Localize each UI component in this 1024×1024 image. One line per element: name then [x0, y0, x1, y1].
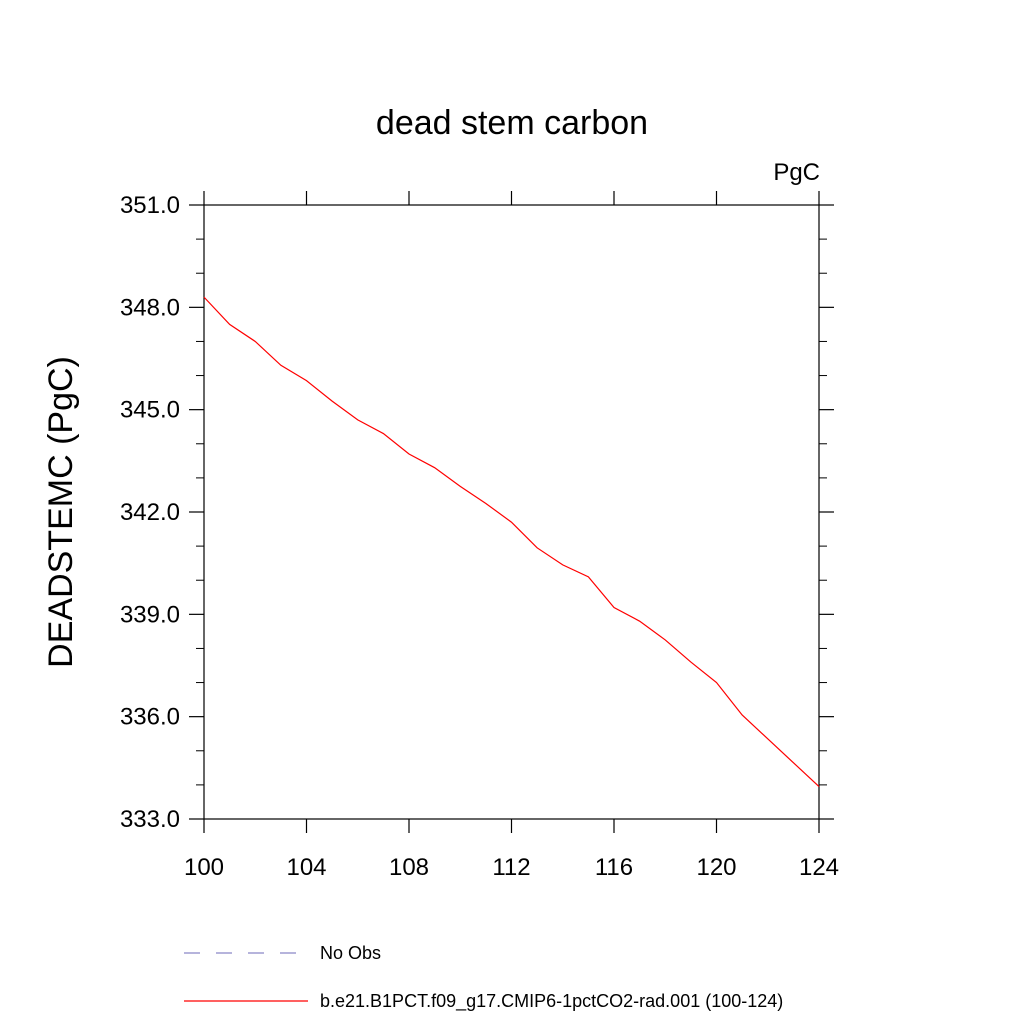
legend-label-no-obs: No Obs [320, 943, 381, 963]
data-point [537, 547, 538, 548]
y-tick-labels: 333.0 336.0 339.0 342.0 345.0 348.0 351.0 [120, 192, 180, 833]
data-point [511, 522, 512, 523]
series-line [203, 296, 820, 788]
legend-label-series: b.e21.B1PCT.f09_g17.CMIP6-1pctCO2-rad.00… [320, 991, 783, 1012]
data-point [229, 324, 230, 325]
x-tick-label: 104 [286, 854, 326, 881]
data-point [203, 297, 204, 298]
data-point [562, 564, 563, 565]
data-point [613, 607, 614, 608]
data-point [818, 786, 819, 787]
y-tick-label: 339.0 [120, 601, 180, 628]
data-point [742, 714, 743, 715]
data-point [460, 486, 461, 487]
data-point [383, 433, 384, 434]
x-tick-label: 112 [492, 854, 530, 881]
data-point [690, 661, 691, 662]
y-tick-label: 336.0 [120, 704, 180, 731]
data-point [767, 738, 768, 739]
y-tick-label: 351.0 [120, 192, 180, 219]
x-tick-label: 124 [799, 854, 839, 881]
data-point [280, 365, 281, 366]
series-lines [203, 296, 820, 788]
data-point [716, 682, 717, 683]
plot-frame [203, 204, 820, 820]
data-point [665, 639, 666, 640]
data-point [485, 503, 486, 504]
x-tick-label: 108 [389, 854, 429, 881]
data-point [306, 380, 307, 381]
x-tick-labels: 100 104 108 112 116 120 124 [184, 854, 839, 881]
data-point [588, 576, 589, 577]
y-tick-label: 333.0 [120, 806, 180, 833]
x-tick-label: 100 [184, 854, 224, 881]
legend: No Obs b.e21.B1PCT.f09_g17.CMIP6-1pctCO2… [184, 943, 783, 1012]
y-tick-label: 348.0 [120, 294, 180, 321]
data-point [793, 762, 794, 763]
data-point [357, 419, 358, 420]
y-tick-label: 345.0 [120, 397, 180, 424]
y-axis-label: DEADSTEMC (PgC) [42, 356, 80, 668]
data-point [408, 453, 409, 454]
x-tick-label: 120 [696, 854, 736, 881]
data-point [639, 621, 640, 622]
y-tick-label: 342.0 [120, 499, 180, 526]
units-label: PgC [773, 159, 820, 186]
data-point [332, 401, 333, 402]
data-point [255, 341, 256, 342]
x-tick-label: 116 [595, 854, 633, 881]
data-point [434, 467, 435, 468]
chart-title: dead stem carbon [376, 104, 648, 142]
axis-ticks [189, 191, 834, 833]
